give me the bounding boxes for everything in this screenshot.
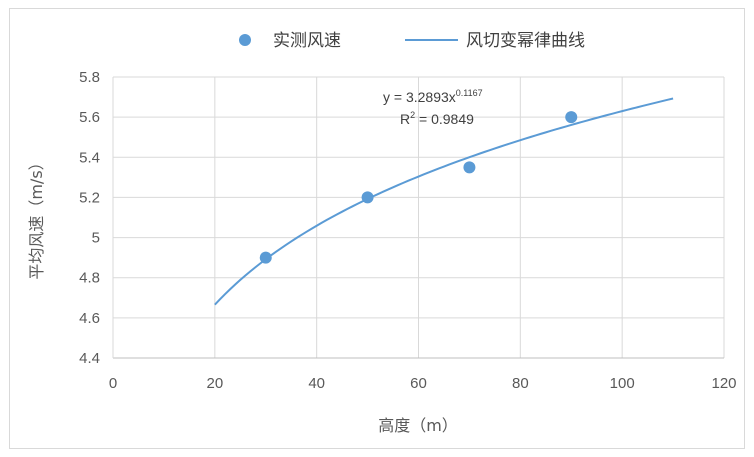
x-tick-label: 120 [711, 375, 736, 392]
data-point [463, 161, 476, 174]
legend-marker-observed [239, 34, 251, 46]
equation-label: y = 3.2893x0.1167 [383, 88, 483, 105]
fit-curve-line [214, 97, 674, 306]
x-tick-label: 100 [610, 375, 635, 392]
y-tick-label: 5.2 [79, 189, 100, 206]
data-point [361, 191, 374, 204]
y-tick-label: 4.6 [79, 310, 100, 327]
legend: 实测风速 风切变幂律曲线 [239, 31, 585, 51]
r-squared-symbol: R [400, 111, 410, 127]
x-tick-label: 40 [308, 375, 325, 392]
equation-exponent: 0.1167 [456, 88, 483, 98]
y-tick-label: 5 [92, 230, 100, 247]
data-point [565, 111, 578, 124]
equation-main: y = 3.2893x [383, 89, 456, 105]
x-tick-label: 0 [109, 375, 117, 392]
legend-label-fit: 风切变幂律曲线 [466, 31, 585, 51]
y-tick-label: 5.6 [79, 109, 100, 126]
legend-label-observed: 实测风速 [273, 31, 341, 51]
tick-labels: 4.4 4.6 4.8 5 5.2 5.4 5.6 5.8 0 20 40 60 80 100 120 [79, 69, 736, 392]
r-squared-value: = 0.9849 [415, 111, 474, 127]
r-squared-label: R2 = 0.9849 [400, 110, 474, 127]
y-tick-label: 5.4 [79, 149, 100, 166]
y-tick-label: 4.4 [79, 350, 100, 367]
x-axis-title: 高度（m） [378, 416, 458, 435]
y-tick-label: 5.8 [79, 69, 100, 86]
y-tick-label: 4.8 [79, 270, 100, 287]
y-axis-title: 平均风速（m/s） [27, 154, 46, 279]
x-tick-label: 20 [206, 375, 223, 392]
plot-series [214, 97, 674, 306]
x-tick-label: 80 [512, 375, 529, 392]
r-squared-exponent: 2 [410, 110, 415, 120]
x-tick-label: 60 [410, 375, 427, 392]
trendline-equation: y = 3.2893x0.1167 R2 = 0.9849 [383, 88, 483, 127]
data-point [259, 251, 272, 264]
gridlines [113, 76, 725, 358]
axes [112, 77, 724, 359]
